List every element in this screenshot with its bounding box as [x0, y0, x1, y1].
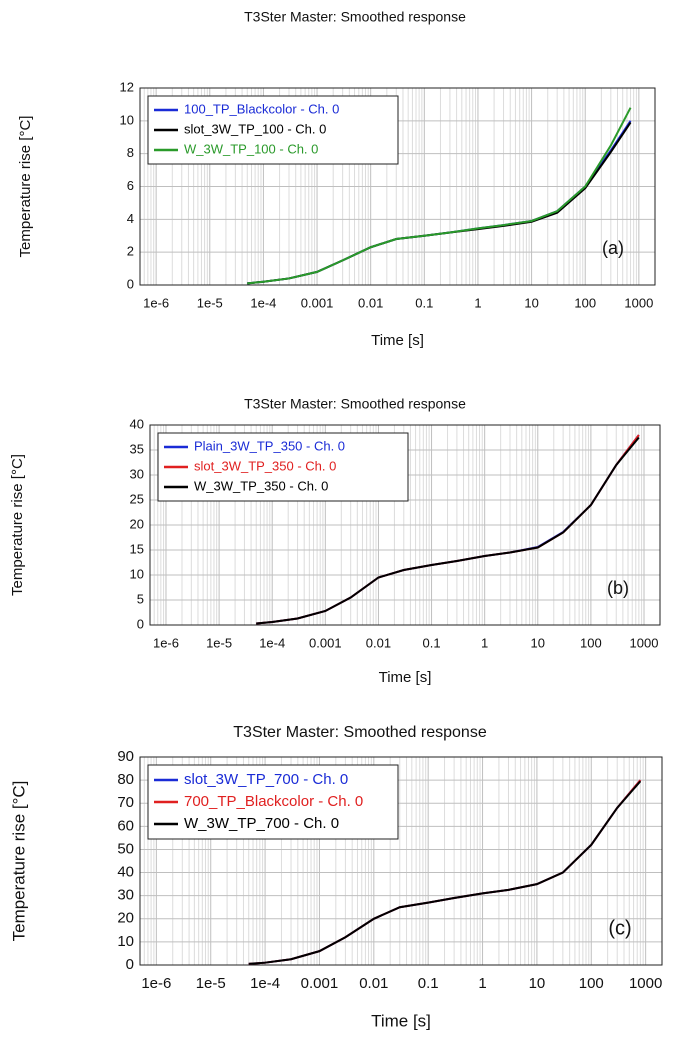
legend-label: Plain_3W_TP_350 - Ch. 0 [194, 438, 345, 453]
chart-panel: 1e-6 1e-5 1e-4 0.001 0.01 0.1 1 10 100 1000 0 10 20 3… [9, 724, 663, 1030]
y-tick-label: 35 [130, 441, 144, 456]
x-tick-label: 0.1 [418, 975, 439, 992]
y-tick-label: 12 [120, 79, 134, 94]
y-tick-label: 8 [127, 145, 134, 160]
x-tick-label: 0.001 [309, 635, 342, 650]
legend: Plain_3W_TP_350 - Ch. 0 slot_3W_TP_350 - … [157, 432, 409, 502]
y-tick-label: 10 [130, 566, 144, 581]
x-tick-label: 100 [574, 295, 596, 310]
y-tick-label: 30 [130, 466, 144, 481]
x-axis-label: Time [s] [371, 1011, 431, 1030]
legend-label: 700_TP_Blackcolor - Ch. 0 [184, 793, 363, 810]
legend-label: slot_3W_TP_100 - Ch. 0 [184, 121, 326, 136]
y-tick-label: 2 [127, 244, 134, 259]
series-line [247, 107, 632, 285]
x-tick-label: 10 [531, 635, 545, 650]
x-tick-label: 0.01 [366, 635, 391, 650]
chart-panel: 1e-6 1e-5 1e-4 0.001 0.01 0.1 1 10 100 1000024681… [17, 9, 656, 349]
y-tick-label: 30 [117, 887, 134, 904]
x-tick-label: 10 [529, 975, 546, 992]
x-tick-label: 1 [481, 635, 488, 650]
x-tick-label: 0.001 [301, 295, 334, 310]
annotation: (c) [608, 917, 631, 939]
y-tick-label: 20 [130, 516, 144, 531]
y-tick-label: 50 [117, 840, 134, 857]
y-axis-label: Temperature rise [°C] [9, 781, 28, 942]
x-tick-label: 0.001 [301, 975, 339, 992]
plot-frame [139, 756, 663, 966]
legend-label: W_3W_TP_700 - Ch. 0 [184, 815, 339, 832]
legend-label: 100_TP_Blackcolor - Ch. 0 [184, 101, 339, 116]
series-line [248, 780, 642, 965]
legend: 100_TP_Blackcolor - Ch. 0 slot_3W_TP_100 … [147, 95, 399, 165]
x-tick-label: 1e-4 [250, 975, 280, 992]
x-tick-label: 1e-5 [197, 295, 223, 310]
plot-frame [149, 424, 661, 626]
x-tick-label: 1e-5 [206, 635, 232, 650]
y-tick-label: 40 [130, 416, 144, 431]
y-tick-label: 20 [117, 910, 134, 927]
y-axis-label: Temperature rise [°C] [17, 116, 34, 258]
legend-label: slot_3W_TP_700 - Ch. 0 [184, 771, 348, 788]
y-tick-label: 4 [127, 211, 134, 226]
chart-panel: 1e-6 1e-5 1e-4 0.001 0.01 0.1 1 10 100 1000 0 5 10 15… [9, 396, 661, 686]
legend: slot_3W_TP_700 - Ch. 0 700_TP_Blackcolor … [147, 764, 399, 840]
legend-label: W_3W_TP_350 - Ch. 0 [194, 478, 328, 493]
legend-box [147, 764, 399, 840]
y-tick-label: 15 [130, 541, 144, 556]
x-axis-label: Time [s] [379, 669, 432, 686]
x-axis-label: Time [s] [371, 332, 424, 349]
x-tick-label: 100 [580, 635, 602, 650]
x-tick-label: 1 [474, 295, 481, 310]
x-tick-label: 0.01 [358, 295, 383, 310]
x-tick-label: 100 [579, 975, 604, 992]
legend-box [157, 432, 409, 502]
legend-label: slot_3W_TP_350 - Ch. 0 [194, 458, 336, 473]
chart-title: T3Ster Master: Smoothed response [244, 9, 466, 25]
y-tick-label: 25 [130, 491, 144, 506]
y-axis-label: Temperature rise [°C] [9, 454, 26, 596]
y-tick-label: 10 [120, 112, 134, 127]
x-tick-label: 1e-4 [250, 295, 276, 310]
y-tick-label: 70 [117, 794, 134, 811]
x-tick-label: 1000 [630, 635, 659, 650]
y-tick-label: 80 [117, 771, 134, 788]
x-tick-label: 1e-4 [259, 635, 285, 650]
x-tick-label: 10 [524, 295, 538, 310]
x-tick-label: 1000 [629, 975, 662, 992]
x-tick-label: 1 [478, 975, 486, 992]
annotation: (b) [607, 578, 629, 598]
x-tick-label: 0.1 [423, 635, 441, 650]
chart-title: T3Ster Master: Smoothed response [244, 396, 466, 412]
legend-label: W_3W_TP_100 - Ch. 0 [184, 141, 318, 156]
y-tick-label: 40 [117, 864, 134, 881]
x-tick-label: 0.01 [359, 975, 388, 992]
legend-box [147, 95, 399, 165]
x-tick-label: 1e-5 [196, 975, 226, 992]
y-tick-label: 6 [127, 178, 134, 193]
y-tick-label: 60 [117, 817, 134, 834]
series-line [256, 436, 640, 625]
x-tick-label: 1e-6 [143, 295, 169, 310]
y-tick-label: 0 [127, 276, 134, 291]
x-tick-label: 1e-6 [141, 975, 171, 992]
y-tick-label: 0 [126, 956, 134, 973]
plot-frame [139, 87, 656, 286]
chart-title: T3Ster Master: Smoothed response [233, 724, 487, 741]
y-tick-label: 0 [137, 616, 144, 631]
x-tick-label: 0.1 [415, 295, 433, 310]
y-tick-label: 10 [117, 933, 134, 950]
annotation: (a) [602, 238, 624, 258]
y-tick-label: 90 [117, 748, 134, 765]
y-tick-label: 5 [137, 591, 144, 606]
x-tick-label: 1000 [624, 295, 653, 310]
x-tick-label: 1e-6 [153, 635, 179, 650]
